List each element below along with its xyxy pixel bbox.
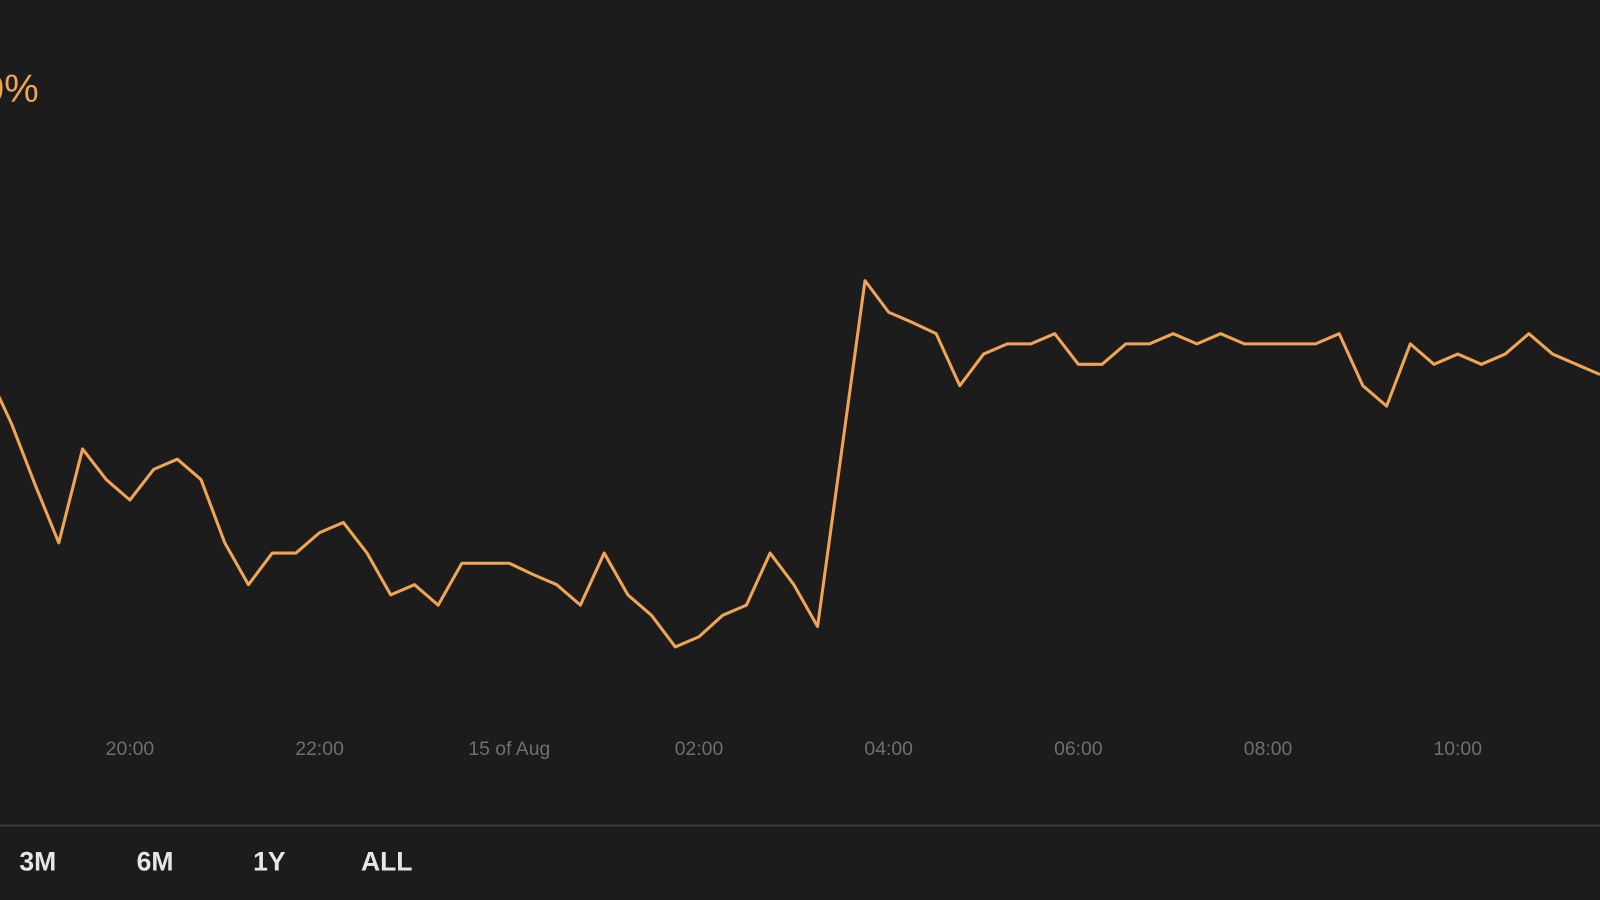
x-tick-label: 06:00 [1054, 738, 1103, 760]
range-button[interactable]: 3M [19, 846, 56, 876]
range-button[interactable]: 1Y [253, 846, 286, 876]
change-label: 9% [0, 68, 39, 111]
x-tick-label: 20:00 [106, 738, 155, 760]
x-tick-label: 04:00 [864, 738, 913, 760]
range-button[interactable]: 6M [137, 846, 174, 876]
x-tick-label: 15 of Aug [468, 738, 550, 760]
x-tick-label: 22:00 [295, 738, 344, 760]
range-button[interactable]: ALL [361, 846, 413, 876]
price-line [0, 279, 1600, 649]
x-tick-label: 02:00 [675, 738, 724, 760]
x-tick-label: 08:00 [1244, 738, 1293, 760]
x-tick-label: 10:00 [1433, 738, 1482, 760]
